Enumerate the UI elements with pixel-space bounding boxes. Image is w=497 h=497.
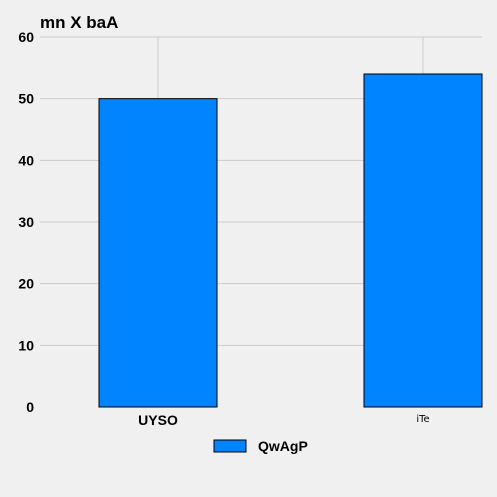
x-axis: UYSO iTe bbox=[138, 412, 430, 428]
y-tick-label-40: 40 bbox=[18, 152, 34, 168]
y-tick-label-50: 50 bbox=[18, 91, 34, 107]
y-axis: 0 10 20 30 40 50 60 bbox=[18, 29, 34, 415]
legend: QwAgP bbox=[213, 438, 308, 454]
y-tick-label-0: 0 bbox=[26, 399, 34, 415]
bar-iTe bbox=[363, 73, 483, 408]
bar-UYSO bbox=[98, 98, 218, 408]
legend-label: QwAgP bbox=[258, 438, 308, 454]
x-tick-label-iTe: iTe bbox=[416, 414, 429, 425]
legend-swatch bbox=[213, 439, 247, 453]
y-tick-label-20: 20 bbox=[18, 276, 34, 292]
y-tick-label-10: 10 bbox=[18, 337, 34, 353]
x-tick-label-UYSO: UYSO bbox=[138, 412, 178, 428]
bar-layer bbox=[98, 73, 483, 408]
y-tick-label-60: 60 bbox=[18, 29, 34, 45]
chart-title: mn X baA bbox=[40, 13, 118, 32]
y-tick-label-30: 30 bbox=[18, 214, 34, 230]
